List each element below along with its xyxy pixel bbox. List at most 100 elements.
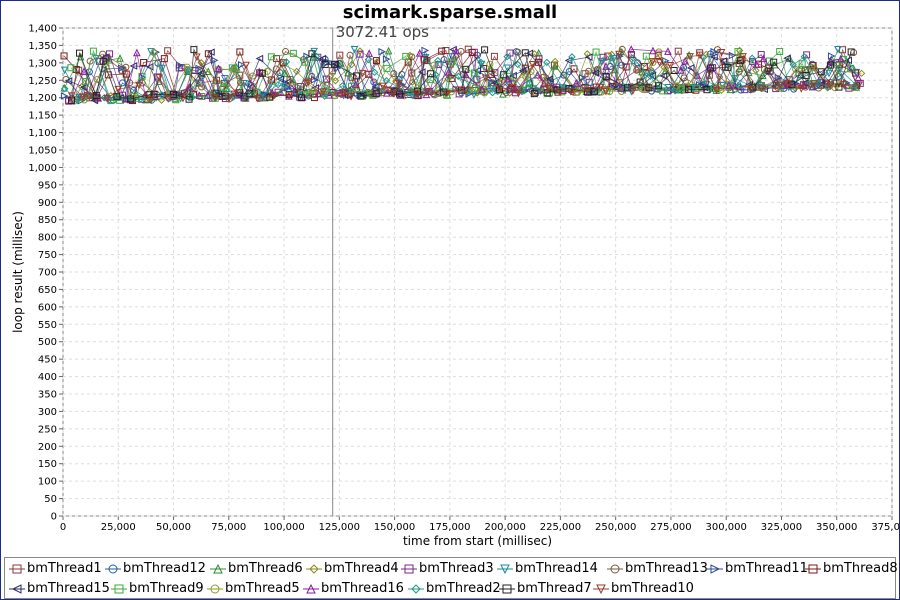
data-point	[236, 48, 244, 56]
data-point	[642, 52, 650, 60]
data-point	[100, 93, 109, 102]
data-point	[638, 85, 646, 93]
data-point	[99, 57, 107, 65]
data-point	[114, 85, 123, 94]
y-tick-label: 250	[38, 424, 57, 435]
legend-marker-icon	[9, 583, 25, 594]
data-point	[406, 51, 414, 60]
data-point	[357, 92, 365, 100]
data-point	[304, 78, 313, 87]
data-point	[551, 62, 559, 70]
data-point	[225, 94, 234, 103]
legend-item-bmThread1: bmThread1	[9, 561, 102, 577]
data-point	[282, 58, 291, 66]
data-point	[155, 74, 163, 82]
data-point	[147, 96, 155, 104]
x-tick-label: 300,000	[706, 522, 747, 533]
data-point	[825, 69, 833, 78]
data-point	[454, 86, 463, 94]
data-point	[61, 84, 69, 93]
data-point	[839, 80, 848, 89]
legend-marker	[12, 564, 22, 573]
data-point	[681, 56, 690, 65]
data-point	[583, 88, 591, 96]
legend-marker	[306, 583, 316, 593]
data-point	[461, 70, 470, 79]
data-point	[584, 53, 593, 61]
data-point	[60, 66, 69, 75]
legend-marker	[500, 564, 510, 574]
data-point	[572, 79, 580, 87]
data-point	[609, 55, 618, 63]
data-point	[454, 72, 463, 81]
data-point	[686, 53, 694, 61]
series-line	[64, 48, 857, 101]
data-point	[427, 70, 435, 78]
y-tick-label: 450	[38, 355, 57, 366]
data-point	[365, 49, 374, 57]
data-point	[724, 61, 732, 69]
data-point	[728, 51, 737, 60]
data-point	[481, 74, 490, 83]
data-point	[543, 89, 551, 97]
data-point	[400, 92, 408, 100]
legend-marker-icon	[303, 583, 319, 593]
legend-marker	[11, 583, 22, 594]
data-point	[535, 55, 543, 63]
data-point	[178, 90, 187, 99]
data-point	[735, 81, 743, 90]
data-point	[719, 57, 727, 65]
data-point	[92, 92, 100, 100]
data-point	[693, 71, 701, 79]
data-point	[140, 59, 148, 67]
data-point	[491, 69, 499, 77]
data-point	[391, 88, 399, 96]
data-point	[717, 86, 726, 95]
data-point	[289, 49, 297, 57]
data-point	[415, 49, 424, 57]
data-point	[184, 66, 193, 75]
data-point	[336, 51, 344, 59]
legend-item-bmThread4: bmThread4	[306, 561, 399, 577]
data-point	[725, 81, 733, 89]
data-point	[133, 48, 141, 57]
data-point	[246, 90, 254, 98]
y-tick-label: 1,400	[28, 24, 57, 35]
y-tick-label: 150	[38, 459, 57, 470]
legend-marker	[114, 584, 124, 593]
data-point	[318, 54, 327, 63]
data-point	[717, 49, 726, 57]
data-point	[67, 92, 76, 101]
data-point	[164, 47, 172, 55]
data-point	[544, 85, 553, 93]
legend-label: bmThread1	[27, 561, 102, 576]
legend-item-bmThread3: bmThread3	[401, 561, 494, 577]
legend-marker	[596, 584, 606, 594]
data-point	[254, 94, 262, 103]
data-point	[655, 84, 663, 93]
legend: bmThread1 bmThread12 bmThread6 bmThread4 bmT…	[4, 557, 898, 599]
legend-marker	[404, 564, 414, 573]
y-tick-label: 50	[44, 494, 57, 505]
data-point	[68, 96, 76, 104]
data-point	[602, 87, 610, 96]
data-point	[301, 58, 309, 66]
data-point	[79, 93, 87, 101]
legend-label: bmThread4	[324, 561, 399, 576]
data-point	[703, 86, 711, 94]
data-point	[207, 48, 215, 56]
legend-label: bmThread8	[823, 561, 898, 576]
data-point	[655, 48, 663, 56]
data-point	[615, 50, 623, 59]
data-point	[770, 58, 778, 66]
data-point	[481, 89, 489, 97]
data-point	[636, 78, 644, 86]
data-point	[135, 81, 143, 90]
data-point	[121, 94, 130, 103]
data-point	[238, 60, 246, 69]
x-tick-label: 350,000	[816, 522, 857, 533]
legend-label: bmThread10	[611, 581, 694, 596]
data-point	[113, 93, 121, 101]
data-point	[230, 66, 238, 74]
data-point	[551, 57, 559, 66]
